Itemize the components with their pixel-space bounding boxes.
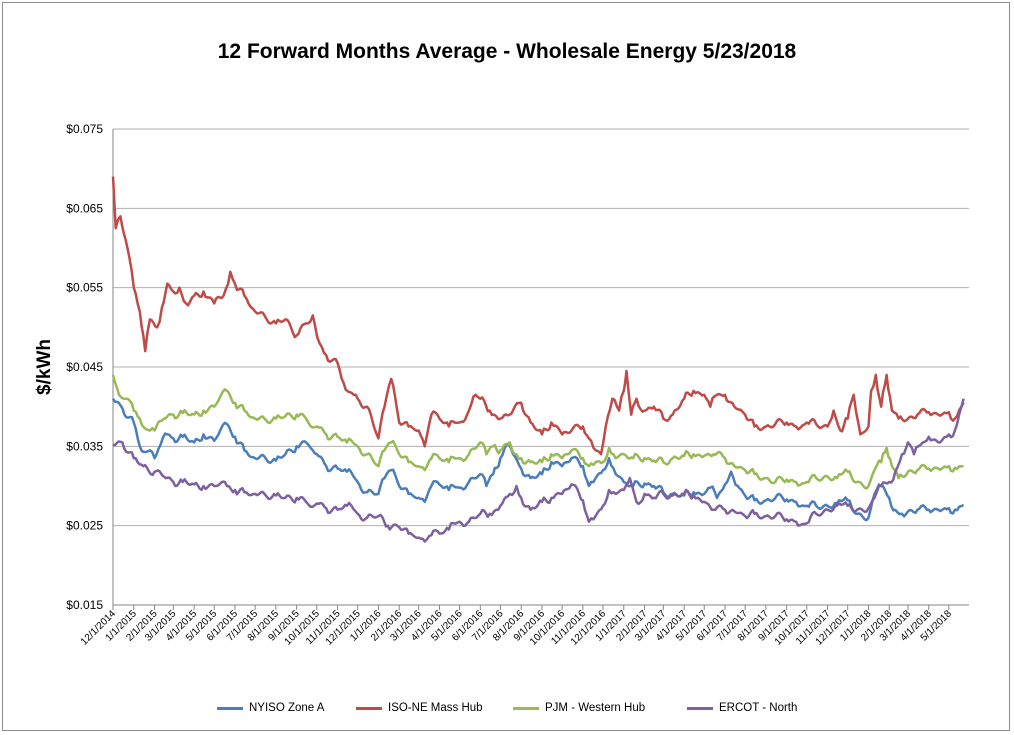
gridlines	[112, 128, 969, 606]
legend-label: ISO-NE Mass Hub	[388, 702, 483, 714]
y-tick-label: $0.035	[66, 439, 103, 453]
y-tick-labels: $0.015 $0.025 $0.035 $0.045 $0.055 $0.065 $0.0…	[66, 122, 103, 612]
legend-swatch	[687, 706, 713, 710]
legend-swatch	[513, 706, 539, 710]
legend-swatch	[356, 706, 382, 710]
y-tick-label: $0.015	[66, 598, 103, 612]
series-line-pjm-western-hub	[111, 374, 964, 490]
series-lines	[111, 176, 965, 543]
x-tick-labels: 12/1/20141/1/20152/1/20153/1/20154/1/201…	[79, 605, 954, 648]
legend-swatch	[217, 706, 243, 710]
y-tick-label: $0.075	[66, 122, 103, 136]
y-tick-label: $0.045	[66, 360, 103, 374]
y-tick-label: $0.065	[66, 201, 103, 215]
legend: NYISO Zone A ISO-NE Mass Hub PJM - Western…	[0, 700, 1014, 716]
legend-item: NYISO Zone A	[217, 700, 324, 716]
legend-label: NYISO Zone A	[249, 702, 325, 714]
legend-item: ERCOT - North	[687, 700, 797, 716]
series-line-iso-ne-mass-hub	[111, 176, 965, 456]
legend-label: ERCOT - North	[719, 702, 798, 714]
y-tick-label: $0.055	[66, 281, 103, 295]
series-line-ercot-north	[112, 398, 965, 543]
y-tick-label: $0.025	[66, 519, 103, 533]
y-axis-label: $/kWh	[34, 339, 55, 395]
legend-label: PJM - Western Hub	[545, 702, 646, 714]
chart-title: 12 Forward Months Average - Wholesale En…	[217, 40, 797, 63]
series-line-nyiso-zone-a	[111, 398, 965, 522]
legend-item: ISO-NE Mass Hub	[356, 700, 483, 716]
legend-item: PJM - Western Hub	[513, 700, 645, 716]
